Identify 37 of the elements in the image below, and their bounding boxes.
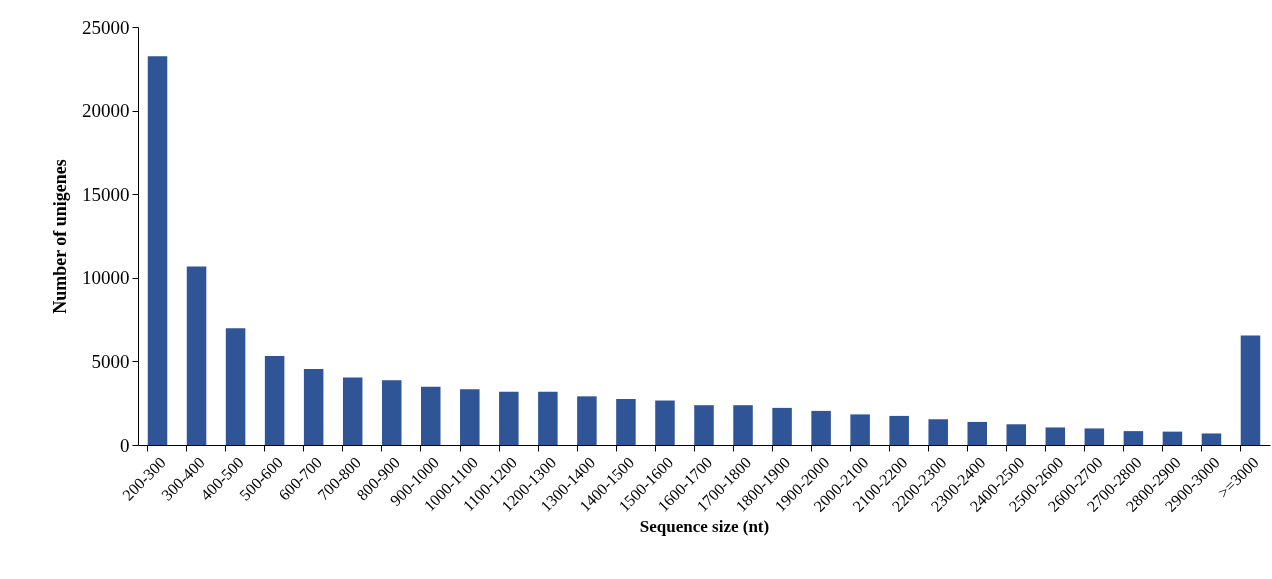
bar: [1123, 431, 1144, 445]
bar: [811, 410, 831, 445]
y-tick-label: 15000: [82, 183, 130, 205]
bar: [694, 405, 714, 445]
y-tick-label: 10000: [82, 267, 130, 289]
bar: [1240, 335, 1261, 445]
bar: [186, 266, 207, 445]
bar: [967, 421, 987, 445]
bar: [1084, 428, 1105, 445]
bar: [772, 407, 792, 445]
y-tick-label: 0: [120, 434, 130, 456]
y-tick-label: 20000: [82, 100, 130, 122]
bar: [147, 56, 168, 445]
bar: [1201, 433, 1222, 445]
bar: [577, 396, 597, 445]
y-axis-title: Number of unigenes: [50, 159, 70, 314]
bar: [538, 391, 558, 445]
x-axis-title: Sequence size (nt): [639, 516, 770, 536]
bar: [421, 386, 441, 445]
bar: [928, 419, 948, 445]
bar: [850, 414, 870, 445]
y-tick-label: 5000: [91, 350, 130, 372]
bar: [303, 369, 324, 445]
bar: [655, 400, 675, 445]
bar: [733, 405, 753, 445]
bar: [342, 377, 363, 445]
bar: [499, 391, 519, 445]
bar: [1045, 427, 1066, 445]
bar: [1162, 431, 1183, 445]
bar: [381, 380, 402, 445]
bar: [264, 356, 285, 445]
bar: [616, 399, 636, 445]
bar: [460, 389, 480, 445]
y-tick-label: 25000: [82, 16, 130, 38]
bar: [889, 415, 909, 445]
bar: [1006, 424, 1027, 445]
bar: [225, 328, 246, 445]
